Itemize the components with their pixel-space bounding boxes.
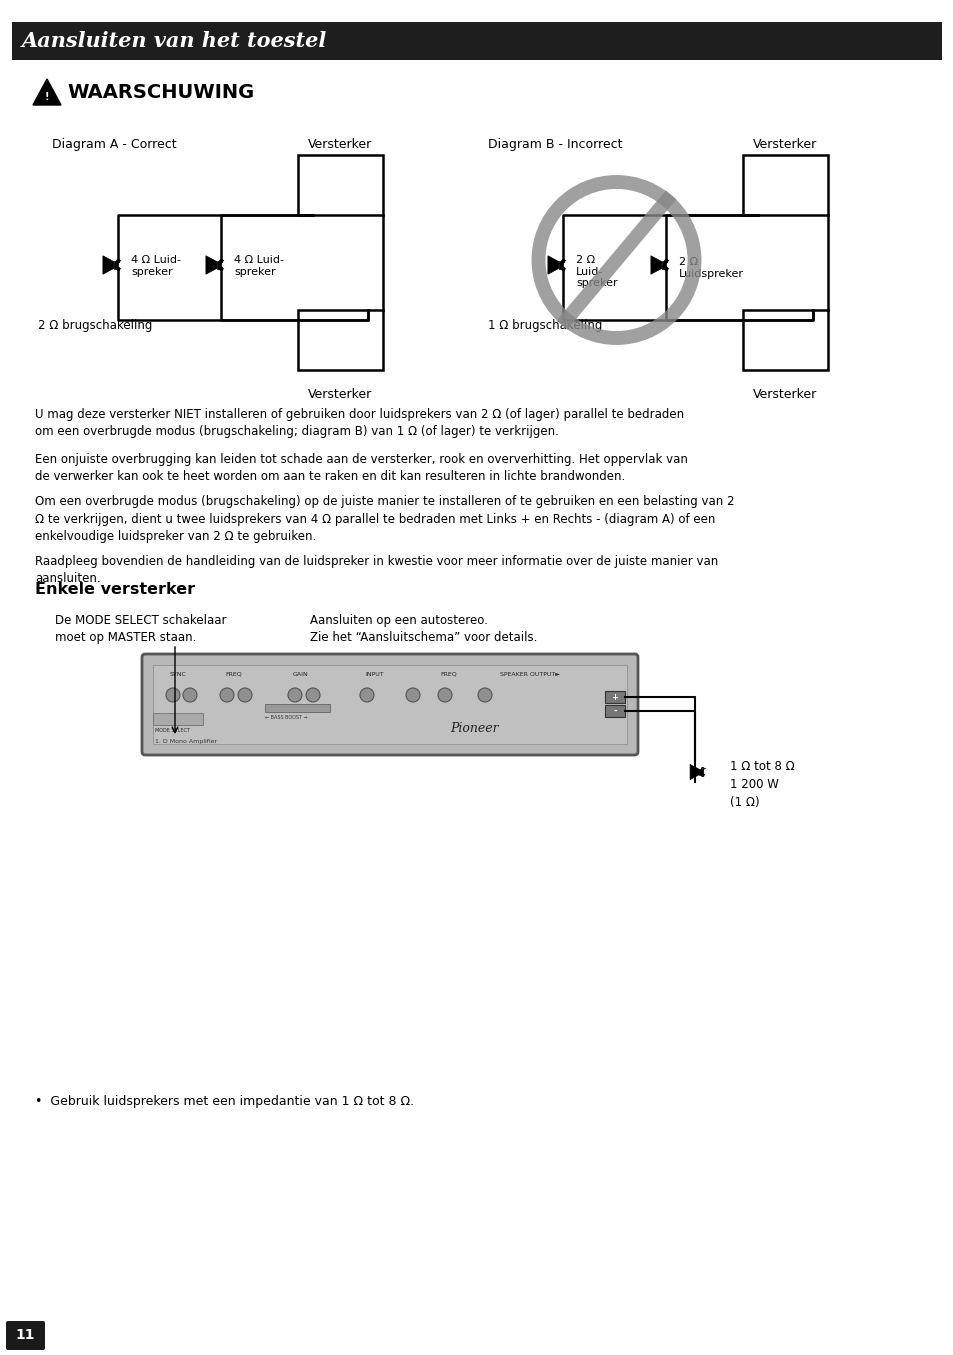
Text: Aansluiten van het toestel: Aansluiten van het toestel bbox=[22, 31, 327, 51]
Text: +: + bbox=[115, 266, 121, 272]
Text: ← BASS BOOST →: ← BASS BOOST → bbox=[265, 715, 307, 720]
Text: −: − bbox=[115, 257, 121, 264]
Text: Een onjuiste overbrugging kan leiden tot schade aan de versterker, rook en overv: Een onjuiste overbrugging kan leiden tot… bbox=[35, 453, 687, 484]
Bar bbox=[152, 713, 203, 725]
Circle shape bbox=[437, 688, 452, 702]
Text: 4 Ω Luid-
spreker: 4 Ω Luid- spreker bbox=[233, 255, 284, 276]
Circle shape bbox=[406, 688, 419, 702]
Polygon shape bbox=[33, 79, 61, 104]
Bar bbox=[742, 310, 827, 370]
Text: Pioneer: Pioneer bbox=[450, 722, 498, 736]
Polygon shape bbox=[103, 256, 113, 274]
Text: 2 Ω brugschakeling: 2 Ω brugschakeling bbox=[38, 318, 152, 332]
Text: MODE SELECT: MODE SELECT bbox=[154, 728, 190, 733]
Bar bbox=[604, 691, 624, 703]
Circle shape bbox=[183, 688, 196, 702]
Text: De MODE SELECT schakelaar
moet op MASTER staan.: De MODE SELECT schakelaar moet op MASTER… bbox=[55, 614, 226, 644]
Bar bbox=[699, 768, 702, 775]
Bar bbox=[297, 154, 382, 215]
Bar bbox=[152, 665, 626, 744]
Bar bbox=[742, 154, 827, 215]
Text: Om een overbrugde modus (brugschakeling) op de juiste manier te installeren of t: Om een overbrugde modus (brugschakeling)… bbox=[35, 495, 734, 543]
Text: SYNC: SYNC bbox=[170, 672, 187, 678]
Text: INPUT: INPUT bbox=[365, 672, 383, 678]
Text: −: − bbox=[218, 257, 224, 264]
Circle shape bbox=[306, 688, 319, 702]
Bar bbox=[558, 262, 562, 268]
Text: +: + bbox=[218, 266, 224, 272]
Text: Versterker: Versterker bbox=[308, 138, 373, 150]
Bar bbox=[661, 262, 665, 268]
Bar bbox=[297, 310, 382, 370]
Text: 2 Ω
Luid-
spreker: 2 Ω Luid- spreker bbox=[576, 255, 617, 289]
Circle shape bbox=[220, 688, 233, 702]
Text: !: ! bbox=[45, 92, 50, 102]
Circle shape bbox=[166, 688, 180, 702]
Text: +: + bbox=[662, 266, 669, 272]
Text: Versterker: Versterker bbox=[308, 388, 373, 401]
Text: 2 Ω
Luidspreker: 2 Ω Luidspreker bbox=[679, 257, 743, 279]
Text: WAARSCHUWING: WAARSCHUWING bbox=[67, 84, 254, 103]
Text: Diagram A - Correct: Diagram A - Correct bbox=[52, 138, 176, 150]
Circle shape bbox=[237, 688, 252, 702]
Text: Diagram B - Incorrect: Diagram B - Incorrect bbox=[488, 138, 622, 150]
Text: Versterker: Versterker bbox=[753, 388, 817, 401]
Text: +: + bbox=[559, 266, 566, 272]
Circle shape bbox=[477, 688, 492, 702]
Text: −: − bbox=[700, 766, 705, 772]
Circle shape bbox=[359, 688, 374, 702]
Polygon shape bbox=[650, 256, 661, 274]
Text: +: + bbox=[700, 772, 705, 778]
Text: SPEAKER OUTPUT►: SPEAKER OUTPUT► bbox=[499, 672, 559, 678]
Text: +: + bbox=[611, 692, 618, 702]
Bar bbox=[216, 262, 221, 268]
Text: •  Gebruik luidsprekers met een impedantie van 1 Ω tot 8 Ω.: • Gebruik luidsprekers met een impedanti… bbox=[35, 1095, 414, 1108]
Text: −: − bbox=[662, 257, 669, 264]
Text: 1. D Mono Amplifier: 1. D Mono Amplifier bbox=[154, 740, 217, 744]
FancyBboxPatch shape bbox=[142, 654, 638, 755]
Polygon shape bbox=[206, 256, 216, 274]
Text: U mag deze versterker NIET installeren of gebruiken door luidsprekers van 2 Ω (o: U mag deze versterker NIET installeren o… bbox=[35, 408, 683, 439]
Bar bbox=[113, 262, 118, 268]
Text: FREQ: FREQ bbox=[225, 672, 241, 678]
Bar bbox=[12, 22, 941, 60]
Polygon shape bbox=[547, 256, 558, 274]
Text: Enkele versterker: Enkele versterker bbox=[35, 583, 195, 598]
Text: −: − bbox=[559, 257, 566, 264]
Bar bbox=[604, 705, 624, 717]
Circle shape bbox=[288, 688, 302, 702]
Text: GAIN: GAIN bbox=[293, 672, 309, 678]
Text: 4 Ω Luid-
spreker: 4 Ω Luid- spreker bbox=[131, 255, 181, 276]
Text: 1 Ω brugschakeling: 1 Ω brugschakeling bbox=[488, 318, 601, 332]
FancyBboxPatch shape bbox=[6, 1321, 45, 1350]
Polygon shape bbox=[689, 764, 699, 779]
Text: -: - bbox=[613, 706, 617, 715]
Text: 1 Ω tot 8 Ω
1 200 W
(1 Ω): 1 Ω tot 8 Ω 1 200 W (1 Ω) bbox=[729, 760, 794, 809]
Text: Aansluiten op een autostereo.
Zie het “Aansluitschema” voor details.: Aansluiten op een autostereo. Zie het “A… bbox=[310, 614, 537, 644]
Text: Raadpleeg bovendien de handleiding van de luidspreker in kwestie voor meer infor: Raadpleeg bovendien de handleiding van d… bbox=[35, 556, 718, 585]
Bar bbox=[265, 705, 330, 711]
Text: FREQ: FREQ bbox=[439, 672, 456, 678]
Text: Versterker: Versterker bbox=[753, 138, 817, 150]
Text: 11: 11 bbox=[15, 1328, 34, 1341]
